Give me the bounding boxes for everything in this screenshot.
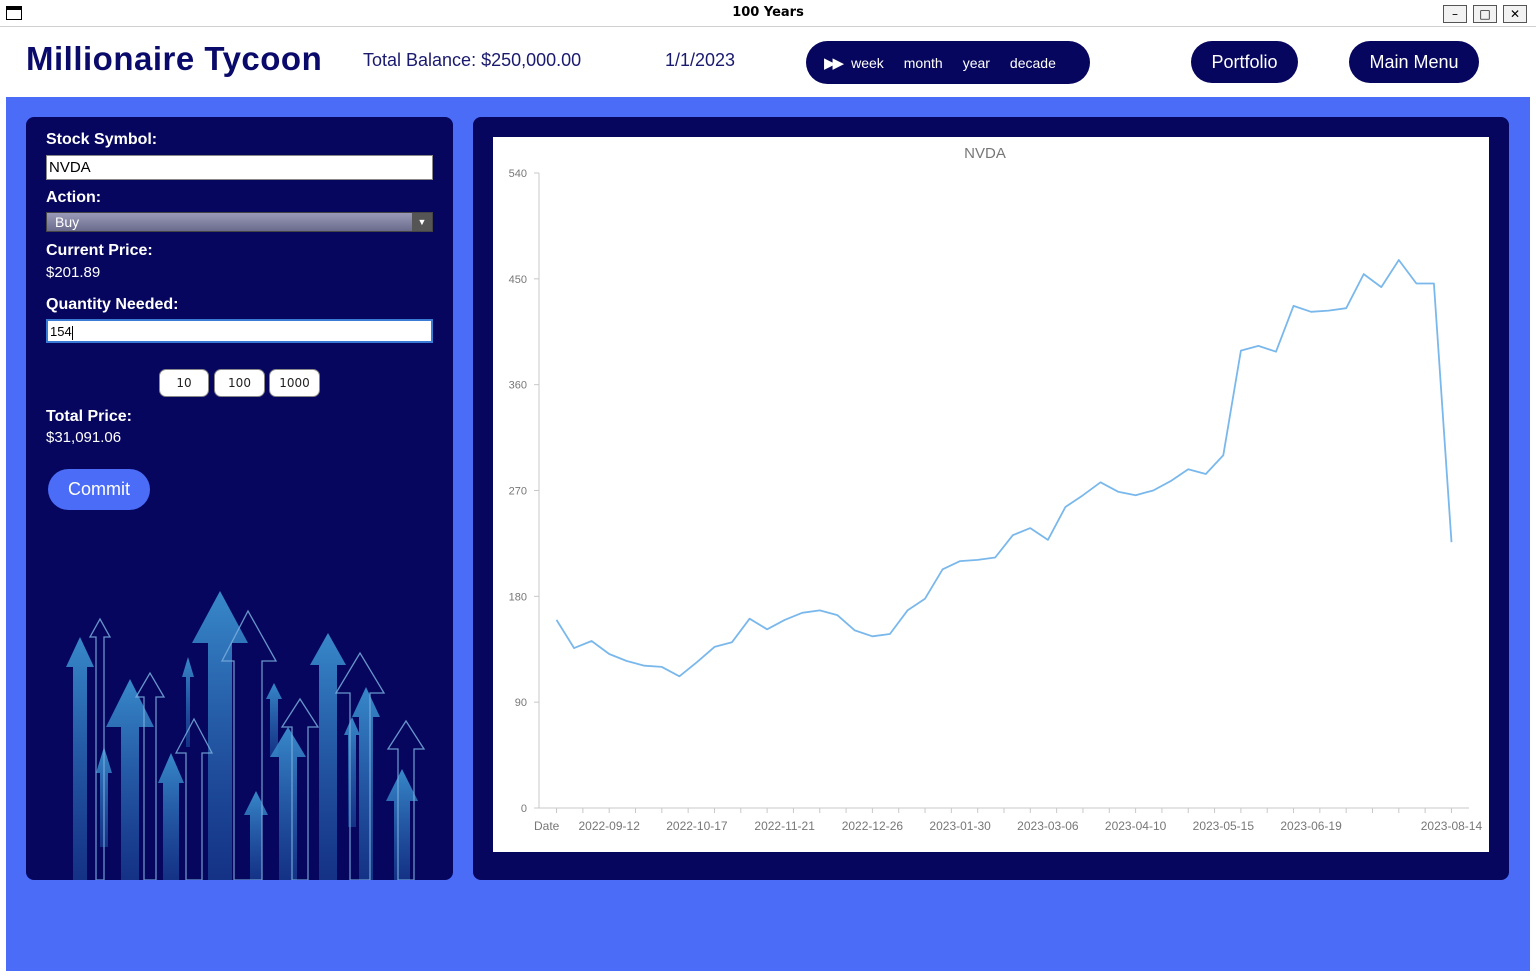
y-tick-label: 180 [509,591,527,603]
action-label: Action: [46,189,102,206]
stock-symbol-input[interactable]: NVDA [46,155,433,180]
window-app-icon [6,6,22,20]
quantity-100-button[interactable]: 100 [214,369,265,397]
speed-month-option[interactable]: month [903,54,943,71]
speed-year-option[interactable]: year [962,54,990,71]
rising-arrows-illustration [66,591,426,880]
action-select-value: Buy [55,214,80,230]
action-select[interactable]: Buy ▼ [46,212,433,232]
x-tick-label: 2023-01-30 [929,819,991,833]
y-tick-label: 0 [521,803,527,815]
chevron-down-icon: ▼ [412,213,432,231]
x-tick-label: 2023-04-10 [1105,819,1167,833]
stock-symbol-label: Stock Symbol: [46,131,158,148]
time-speed-control: ▶▶ week month year decade [806,41,1090,84]
y-tick-label: 540 [509,168,527,180]
minimize-button[interactable]: – [1443,5,1467,23]
x-tick-label: 2023-08-14 [1421,819,1483,833]
window-titlebar: 100 Years – □ ✕ [0,0,1536,27]
app-frame: Millionaire Tycoon Total Balance: $250,0… [6,27,1530,971]
maximize-button[interactable]: □ [1473,5,1497,23]
total-balance: Total Balance: $250,000.00 [363,50,582,70]
x-tick-label: 2022-12-26 [842,819,904,833]
y-tick-label: 360 [509,380,527,392]
x-tick-label: 2023-03-06 [1017,819,1079,833]
nvda-price-line [555,259,1453,678]
text-caret [71,325,73,340]
current-price-value: $201.89 [46,264,101,281]
quantity-10-button[interactable]: 10 [159,369,209,397]
close-button[interactable]: ✕ [1503,5,1527,23]
x-tick-label: 2023-05-15 [1193,819,1255,833]
quantity-input[interactable]: 154 [46,319,433,343]
current-date: 1/1/2023 [665,50,736,70]
app-header: Millionaire Tycoon Total Balance: $250,0… [6,27,1530,97]
quantity-input-value: 154 [50,324,72,339]
chart-title: NVDA [964,145,1006,162]
stock-chart-svg: NVDA 0 90 180 270 360 450 540 Date 2022-09-12 2022… [509,145,1483,833]
commit-button[interactable]: Commit [48,469,150,510]
current-price-label: Current Price: [46,242,153,259]
x-tick-label: 2022-09-12 [578,819,640,833]
portfolio-button[interactable]: Portfolio [1191,41,1298,83]
x-tick-label: 2022-10-17 [666,819,728,833]
x-axis-label: Date [534,819,560,833]
main-menu-button[interactable]: Main Menu [1349,41,1479,83]
fast-forward-icon[interactable]: ▶▶ [824,53,844,72]
y-tick-label: 450 [509,274,527,286]
quantity-1000-button[interactable]: 1000 [269,369,320,397]
window-title: 100 Years [732,5,804,20]
speed-decade-option[interactable]: decade [1009,54,1056,71]
y-tick-label: 270 [509,486,527,498]
x-tick-label: 2023-06-19 [1280,819,1342,833]
chart-panel: NVDA 0 90 180 270 360 450 540 Date 2022-09-12 2022… [473,117,1509,880]
total-price-label: Total Price: [46,408,132,425]
y-tick-label: 90 [515,697,527,709]
x-tick-label: 2022-11-21 [754,819,815,833]
total-price-value: $31,091.06 [46,429,122,446]
stock-chart: NVDA 0 90 180 270 360 450 540 Date 2022-09-12 2022… [493,137,1489,852]
trade-panel: Stock Symbol: NVDA Action: Buy ▼ Current… [26,117,453,880]
app-brand-title: Millionaire Tycoon [26,40,323,77]
speed-week-option[interactable]: week [851,54,884,71]
quantity-label: Quantity Needed: [46,296,179,313]
